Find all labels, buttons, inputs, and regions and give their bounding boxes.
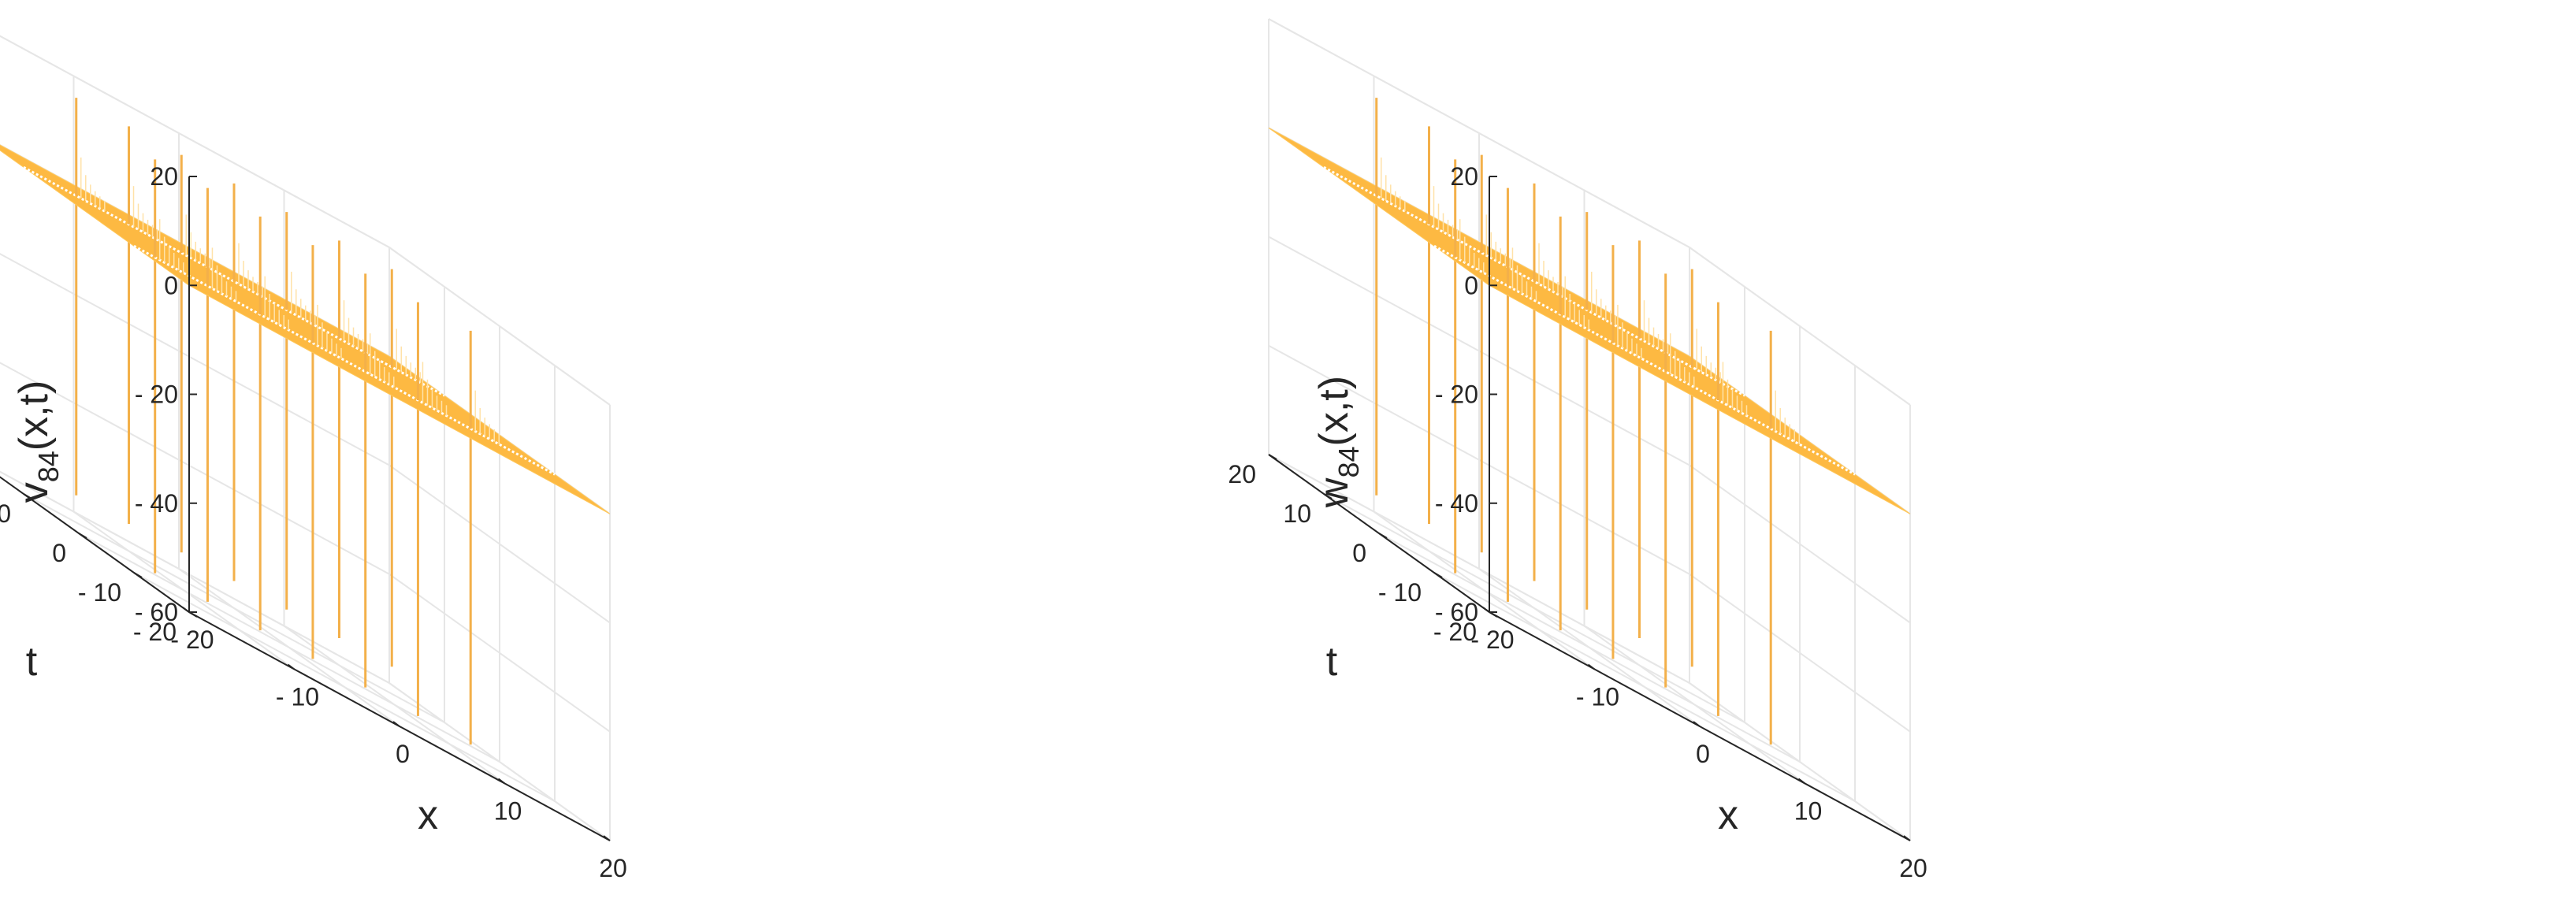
t-axis-label: t bbox=[26, 639, 38, 685]
axes: - 60 - 40 - 20 0 20 - 20 - 10 0 10 20 - 20 - 10 0 10 2… bbox=[1228, 162, 1927, 882]
z-label-var: w bbox=[1311, 477, 1357, 508]
x-tick bbox=[1587, 663, 1596, 670]
spikes-upper bbox=[75, 98, 500, 444]
z-tick-label: 0 bbox=[1464, 271, 1478, 299]
x-tick bbox=[1797, 778, 1806, 785]
t-tick bbox=[1433, 572, 1443, 578]
t-tick bbox=[1268, 454, 1277, 460]
t-tick-label: 10 bbox=[1283, 499, 1311, 528]
t-tick bbox=[78, 533, 87, 539]
z-label-args: (x,t) bbox=[1311, 376, 1357, 447]
z-tick-label: - 20 bbox=[1435, 381, 1478, 409]
box-edge bbox=[0, 35, 611, 406]
grid-line bbox=[388, 464, 611, 624]
t-tick bbox=[23, 493, 32, 499]
spikes-upper bbox=[1375, 98, 1800, 444]
grid-line bbox=[0, 362, 390, 575]
x-tick-label: 20 bbox=[1899, 854, 1927, 882]
x-tick-label: 0 bbox=[1696, 740, 1710, 768]
grid-line bbox=[0, 253, 390, 466]
grid-line bbox=[388, 573, 611, 733]
box-edge bbox=[1268, 18, 1911, 406]
t-tick bbox=[188, 611, 198, 618]
grid-line bbox=[1268, 236, 1690, 466]
x-tick bbox=[287, 663, 296, 670]
grid-lines bbox=[0, 35, 611, 841]
t-tick bbox=[1489, 611, 1498, 618]
t-tick bbox=[1378, 533, 1388, 539]
x-tick bbox=[1693, 721, 1701, 727]
grid-line bbox=[23, 493, 445, 723]
t-axis-label: t bbox=[1326, 639, 1338, 685]
x-tick-label: - 20 bbox=[1470, 626, 1514, 654]
z-tick-label: 20 bbox=[150, 162, 178, 191]
t-tick-label: 20 bbox=[1228, 460, 1256, 488]
z-label-var: v bbox=[11, 482, 57, 503]
z-tick-label: - 60 bbox=[1435, 598, 1478, 626]
z-label-args: (x,t) bbox=[11, 381, 57, 451]
grid-line bbox=[0, 470, 390, 684]
z-label-sub: 84 bbox=[32, 451, 65, 482]
x-tick-label: - 10 bbox=[276, 683, 319, 711]
z-axis-label: w84(x,t) bbox=[1311, 376, 1365, 508]
t-tick-label: 0 bbox=[52, 539, 66, 567]
x-tick bbox=[392, 721, 400, 727]
x-axis-label: x bbox=[418, 793, 438, 838]
x-tick-label: 10 bbox=[494, 797, 522, 826]
x-tick bbox=[497, 778, 506, 785]
x-tick bbox=[1482, 607, 1490, 613]
spikes-lower bbox=[1375, 195, 1772, 745]
t-tick-label: - 20 bbox=[1433, 618, 1477, 646]
z-tick-label: 0 bbox=[164, 271, 178, 299]
x-tick bbox=[1903, 835, 1911, 841]
grid-line bbox=[1323, 493, 1745, 723]
x-tick-label: 0 bbox=[396, 740, 410, 768]
x-tick bbox=[182, 607, 190, 613]
grid-line bbox=[1689, 573, 1911, 733]
grid-line bbox=[1268, 454, 1690, 684]
z-label-sub: 84 bbox=[1333, 446, 1365, 477]
grid-lines bbox=[1268, 18, 1911, 841]
t-tick-label: - 10 bbox=[1378, 578, 1422, 607]
grid-line bbox=[0, 35, 390, 248]
z-tick-label: - 40 bbox=[1435, 489, 1478, 518]
grid-line bbox=[0, 143, 390, 358]
t-tick-label: 0 bbox=[1352, 539, 1366, 567]
grid-line bbox=[1689, 464, 1911, 624]
z-tick-label: - 40 bbox=[135, 489, 178, 518]
z-tick-label: 20 bbox=[1450, 162, 1478, 191]
x-tick-label: 20 bbox=[599, 854, 627, 882]
z-axis-label: v84(x,t) bbox=[11, 381, 65, 503]
panel-w84: - 60 - 40 - 20 0 20 - 20 - 10 0 10 20 - 20 - 10 0 10 2… bbox=[1228, 18, 1927, 882]
grid-line bbox=[1433, 572, 1856, 802]
surface-plane bbox=[0, 144, 611, 514]
t-tick-label: - 10 bbox=[78, 578, 121, 607]
z-tick-label: - 60 bbox=[135, 598, 178, 626]
grid-line bbox=[1268, 344, 1690, 575]
t-tick-label: 10 bbox=[0, 499, 11, 528]
spikes-lower bbox=[75, 195, 472, 745]
t-tick bbox=[1323, 493, 1333, 499]
t-tick bbox=[133, 572, 143, 578]
grid-line bbox=[78, 533, 500, 763]
x-tick-label: 10 bbox=[1794, 797, 1823, 826]
x-axis-label: x bbox=[1718, 793, 1738, 838]
grid-line bbox=[133, 572, 556, 802]
x-tick-label: - 10 bbox=[1576, 683, 1619, 711]
x-tick-label: - 20 bbox=[170, 626, 214, 654]
z-tick-label: - 20 bbox=[135, 381, 178, 409]
x-tick bbox=[603, 835, 611, 841]
t-tick-label: - 20 bbox=[133, 618, 177, 646]
surface-plane bbox=[1268, 127, 1911, 514]
grid-line bbox=[1378, 533, 1801, 763]
